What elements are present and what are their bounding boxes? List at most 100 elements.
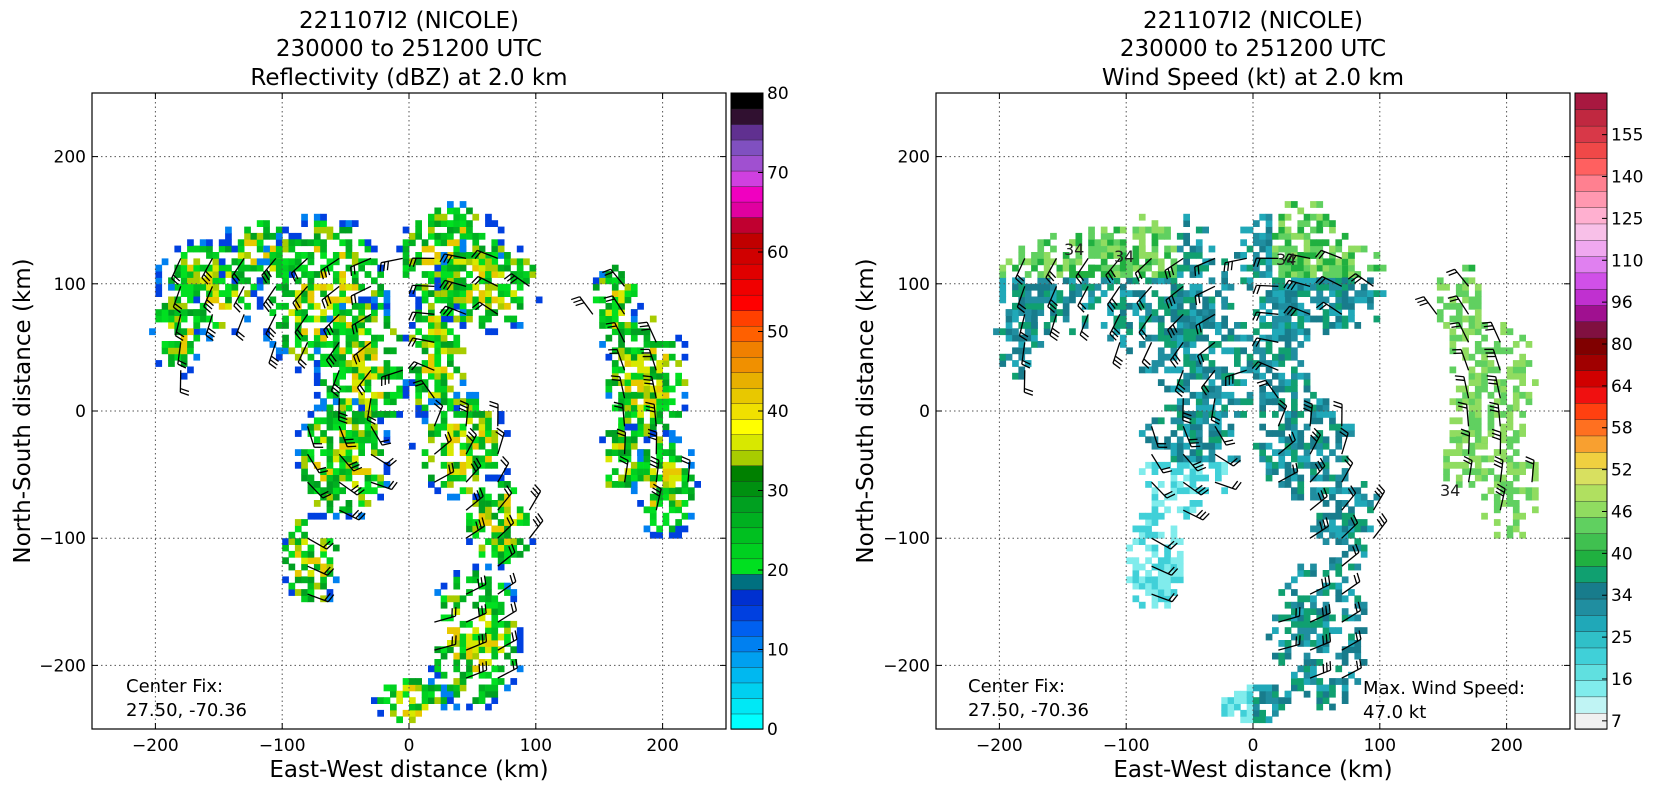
echo-cell	[263, 271, 270, 278]
echo-cell	[237, 296, 245, 304]
echo-cell	[1303, 290, 1311, 297]
echo-cell	[1335, 563, 1343, 571]
echo-cell	[485, 258, 492, 266]
echo-cell	[326, 417, 334, 425]
echo-cell	[415, 226, 422, 234]
center-fix-label: Center Fix:	[968, 676, 1065, 697]
colorbar-swatch	[730, 185, 764, 203]
echo-cell	[339, 239, 346, 247]
echo-cell	[459, 411, 467, 418]
echo-cell	[1474, 372, 1482, 380]
echo-cell	[440, 328, 448, 336]
echo-cell	[1221, 379, 1228, 386]
echo-cell	[1468, 302, 1476, 310]
echo-cell	[611, 404, 619, 412]
echo-cell	[485, 582, 492, 590]
echo-cell	[1164, 328, 1171, 336]
echo-cell	[1202, 264, 1209, 272]
echo-cell	[1164, 334, 1171, 342]
echo-cell	[1462, 264, 1469, 272]
echo-cell	[1094, 264, 1102, 272]
echo-cell	[307, 277, 315, 285]
echo-cell	[662, 481, 670, 488]
echo-cell	[491, 442, 499, 450]
x-tick-label: 200	[646, 736, 678, 756]
echo-cell	[516, 550, 524, 558]
wind-barb	[1214, 480, 1242, 491]
echo-cell	[1195, 461, 1203, 469]
echo-cell	[478, 595, 486, 603]
echo-cell	[155, 283, 163, 291]
echo-cell	[1170, 525, 1178, 533]
echo-cell	[681, 468, 689, 475]
echo-cell	[1062, 309, 1070, 316]
echo-cell	[1024, 271, 1032, 278]
echo-cell	[1176, 264, 1184, 272]
echo-cell	[485, 290, 492, 297]
echo-cell	[1272, 302, 1279, 310]
echo-cell	[402, 239, 410, 247]
echo-cell	[371, 366, 378, 374]
echo-cell	[497, 633, 505, 641]
echo-cell	[1297, 309, 1305, 316]
echo-cell	[1284, 627, 1292, 634]
echo-cell	[453, 391, 461, 399]
echo-cell	[231, 245, 239, 253]
wind-barb	[261, 257, 277, 284]
wind-speed-field	[993, 201, 1539, 724]
echo-cell	[199, 277, 207, 285]
echo-cell	[637, 500, 644, 507]
echo-cell	[624, 296, 632, 304]
colorbar-swatch	[1574, 304, 1608, 323]
echo-cell	[1195, 423, 1203, 431]
echo-cell	[1341, 595, 1349, 603]
echo-cell	[1474, 322, 1482, 329]
echo-cell	[1474, 385, 1482, 393]
echo-cell	[301, 474, 308, 482]
echo-cell	[637, 391, 644, 399]
echo-cell	[364, 481, 372, 488]
echo-cell	[180, 334, 188, 342]
echo-cell	[1291, 334, 1298, 342]
echo-cell	[1240, 264, 1247, 272]
echo-cell	[1107, 239, 1114, 247]
echo-cell	[434, 290, 442, 297]
echo-cell	[1436, 296, 1444, 304]
echo-cell	[345, 322, 353, 329]
echo-cell	[345, 226, 353, 234]
echo-cell	[1436, 277, 1444, 285]
wind-barb	[292, 285, 309, 311]
echo-cell	[1170, 302, 1178, 310]
echo-cell	[168, 277, 175, 285]
echo-cell	[1132, 258, 1140, 266]
echo-cell	[1183, 506, 1190, 514]
echo-cell	[1164, 404, 1171, 412]
echo-cell	[999, 290, 1007, 297]
echo-cell	[1107, 252, 1114, 259]
echo-cell	[1253, 709, 1260, 717]
echo-cell	[1189, 474, 1197, 482]
echo-cell	[307, 341, 315, 348]
echo-cell	[1348, 519, 1355, 526]
echo-cell	[1195, 245, 1203, 253]
echo-cell	[459, 633, 467, 641]
echo-cell	[1297, 232, 1305, 240]
echo-cell	[377, 334, 384, 342]
echo-cell	[364, 366, 372, 374]
echo-cell	[402, 379, 410, 386]
echo-cell	[466, 487, 473, 495]
echo-cell	[1297, 627, 1305, 634]
echo-cell	[485, 271, 492, 278]
echo-cell	[1215, 411, 1222, 418]
echo-cell	[1176, 302, 1184, 310]
echo-cell	[1335, 302, 1343, 310]
echo-cell	[1088, 290, 1095, 297]
echo-cell	[155, 360, 163, 367]
echo-cell	[453, 601, 461, 609]
echo-cell	[1138, 563, 1146, 571]
echo-cell	[1031, 258, 1038, 266]
echo-cell	[275, 322, 283, 329]
echo-cell	[440, 582, 448, 590]
echo-cell	[1176, 570, 1184, 577]
wind-barb	[307, 481, 332, 499]
